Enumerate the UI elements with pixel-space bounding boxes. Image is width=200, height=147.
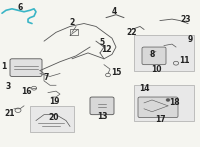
Text: 15: 15 <box>111 67 121 77</box>
FancyBboxPatch shape <box>142 47 166 65</box>
Text: 5: 5 <box>99 38 105 47</box>
Text: 19: 19 <box>49 97 59 106</box>
Circle shape <box>166 98 170 101</box>
Text: 21: 21 <box>5 109 15 118</box>
Text: 10: 10 <box>151 65 161 74</box>
FancyBboxPatch shape <box>90 97 114 115</box>
Text: 22: 22 <box>127 28 137 37</box>
Text: 12: 12 <box>101 45 111 55</box>
Text: 7: 7 <box>43 73 49 82</box>
Text: 23: 23 <box>181 15 191 24</box>
Text: 18: 18 <box>169 98 179 107</box>
Text: 1: 1 <box>1 62 7 71</box>
Text: 9: 9 <box>187 35 193 44</box>
Text: 8: 8 <box>149 50 155 59</box>
FancyBboxPatch shape <box>10 59 42 76</box>
Text: 20: 20 <box>49 113 59 122</box>
Text: 14: 14 <box>139 84 149 93</box>
FancyBboxPatch shape <box>138 97 178 118</box>
Bar <box>134 85 194 121</box>
Text: 2: 2 <box>69 17 75 27</box>
Bar <box>134 35 194 71</box>
Text: 6: 6 <box>17 3 23 12</box>
Text: 11: 11 <box>179 56 189 65</box>
Text: 13: 13 <box>97 112 107 121</box>
Text: 17: 17 <box>155 115 165 124</box>
Text: 4: 4 <box>111 7 117 16</box>
Bar <box>30 106 74 132</box>
Text: 3: 3 <box>5 82 11 91</box>
Text: 16: 16 <box>21 87 31 96</box>
